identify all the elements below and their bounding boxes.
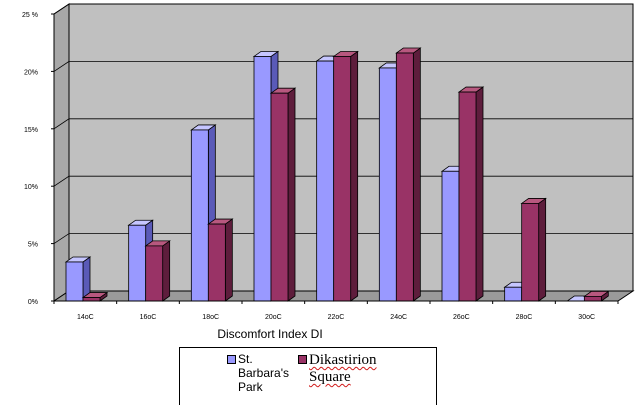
bar-front bbox=[521, 203, 540, 302]
chart-bars bbox=[64, 47, 610, 302]
legend-item-series-1: St. Barbara's Park bbox=[227, 352, 304, 394]
x-tick-label-16oC: 16oC bbox=[140, 314, 157, 321]
bar-side bbox=[475, 86, 484, 302]
legend-swatch-series-2 bbox=[298, 355, 307, 364]
y-tick-label-20: 20% bbox=[24, 69, 38, 76]
bar-front bbox=[128, 224, 147, 302]
bar-front bbox=[207, 223, 226, 302]
y-tick-label-10: 10% bbox=[24, 184, 38, 191]
bar-front bbox=[458, 91, 477, 302]
x-tick-label-28oC: 28oC bbox=[516, 314, 533, 321]
x-tick-label-20oC: 20oC bbox=[265, 314, 282, 321]
bar-dikastirion-square-14oC bbox=[81, 291, 109, 302]
bar-dikastirion-square-26oC bbox=[457, 86, 485, 302]
y-tick-label-5: 5% bbox=[28, 242, 38, 249]
bar-front bbox=[65, 261, 84, 302]
bar-front bbox=[333, 56, 352, 302]
bar-front bbox=[145, 245, 164, 302]
legend-item-series-2: Dikastirion Square bbox=[298, 352, 409, 386]
chart-axes bbox=[51, 13, 619, 304]
x-tick-label-22oC: 22oC bbox=[328, 314, 345, 321]
bar-front bbox=[82, 297, 101, 302]
bar-dikastirion-square-28oC bbox=[520, 197, 547, 302]
x-tick-labels: 14oC 16oC 18oC 20oC 22oC 24oC 26oC 28oC 30oC bbox=[77, 314, 595, 321]
y-tick-label-25: 25 % bbox=[22, 12, 38, 19]
bar-dikastirion-square-22oC bbox=[332, 50, 359, 302]
bar-dikastirion-square-30oC bbox=[583, 290, 610, 302]
x-tick-label-26oC: 26oC bbox=[453, 314, 470, 321]
bar-side bbox=[538, 197, 547, 302]
gridline-20 bbox=[53, 61, 633, 72]
gridline-15 bbox=[53, 118, 633, 130]
legend-swatch-series-1 bbox=[227, 355, 236, 364]
x-tick-label-14oC: 14oC bbox=[77, 314, 94, 321]
bar-front bbox=[316, 60, 335, 302]
bar-front bbox=[190, 129, 209, 302]
x-tick-label-30oC: 30oC bbox=[578, 314, 595, 321]
bar-front bbox=[504, 286, 523, 302]
y-tick-label-0: 0% bbox=[28, 299, 38, 306]
bar-st-barbaras-park-14oC bbox=[64, 256, 92, 302]
gridline-25 bbox=[53, 3, 633, 15]
x-axis-title: Discomfort Index DI bbox=[217, 327, 322, 341]
legend-label-series-1: St. Barbara's Park bbox=[238, 352, 289, 394]
side-wall bbox=[53, 3, 70, 302]
bar-front bbox=[270, 92, 289, 302]
legend-label-series-2: Dikastirion Square bbox=[309, 352, 377, 385]
bar-front bbox=[395, 52, 414, 302]
y-tick-label-15: 15% bbox=[24, 127, 38, 134]
bar-side bbox=[412, 47, 421, 302]
bar-front bbox=[378, 67, 397, 302]
bar-front bbox=[583, 296, 602, 302]
x-tick-label-18oC: 18oC bbox=[202, 314, 219, 321]
chart-legend: St. Barbara's Park Dikastirion Square bbox=[179, 347, 437, 405]
x-tick-label-24oC: 24oC bbox=[390, 314, 407, 321]
bar-side bbox=[350, 50, 359, 302]
bar-dikastirion-square-16oC bbox=[144, 240, 171, 302]
bar-side bbox=[162, 240, 171, 302]
bar-dikastirion-square-24oC bbox=[395, 47, 422, 302]
bar-dikastirion-square-18oC bbox=[207, 218, 234, 302]
y-tick-labels: 0% 5% 10% 15% 20% 25 % bbox=[22, 12, 38, 306]
bar-side bbox=[287, 87, 296, 302]
bar-side bbox=[224, 218, 233, 302]
bar-dikastirion-square-20oC bbox=[269, 87, 297, 302]
bar-front bbox=[253, 56, 272, 302]
bar-front bbox=[441, 170, 460, 302]
